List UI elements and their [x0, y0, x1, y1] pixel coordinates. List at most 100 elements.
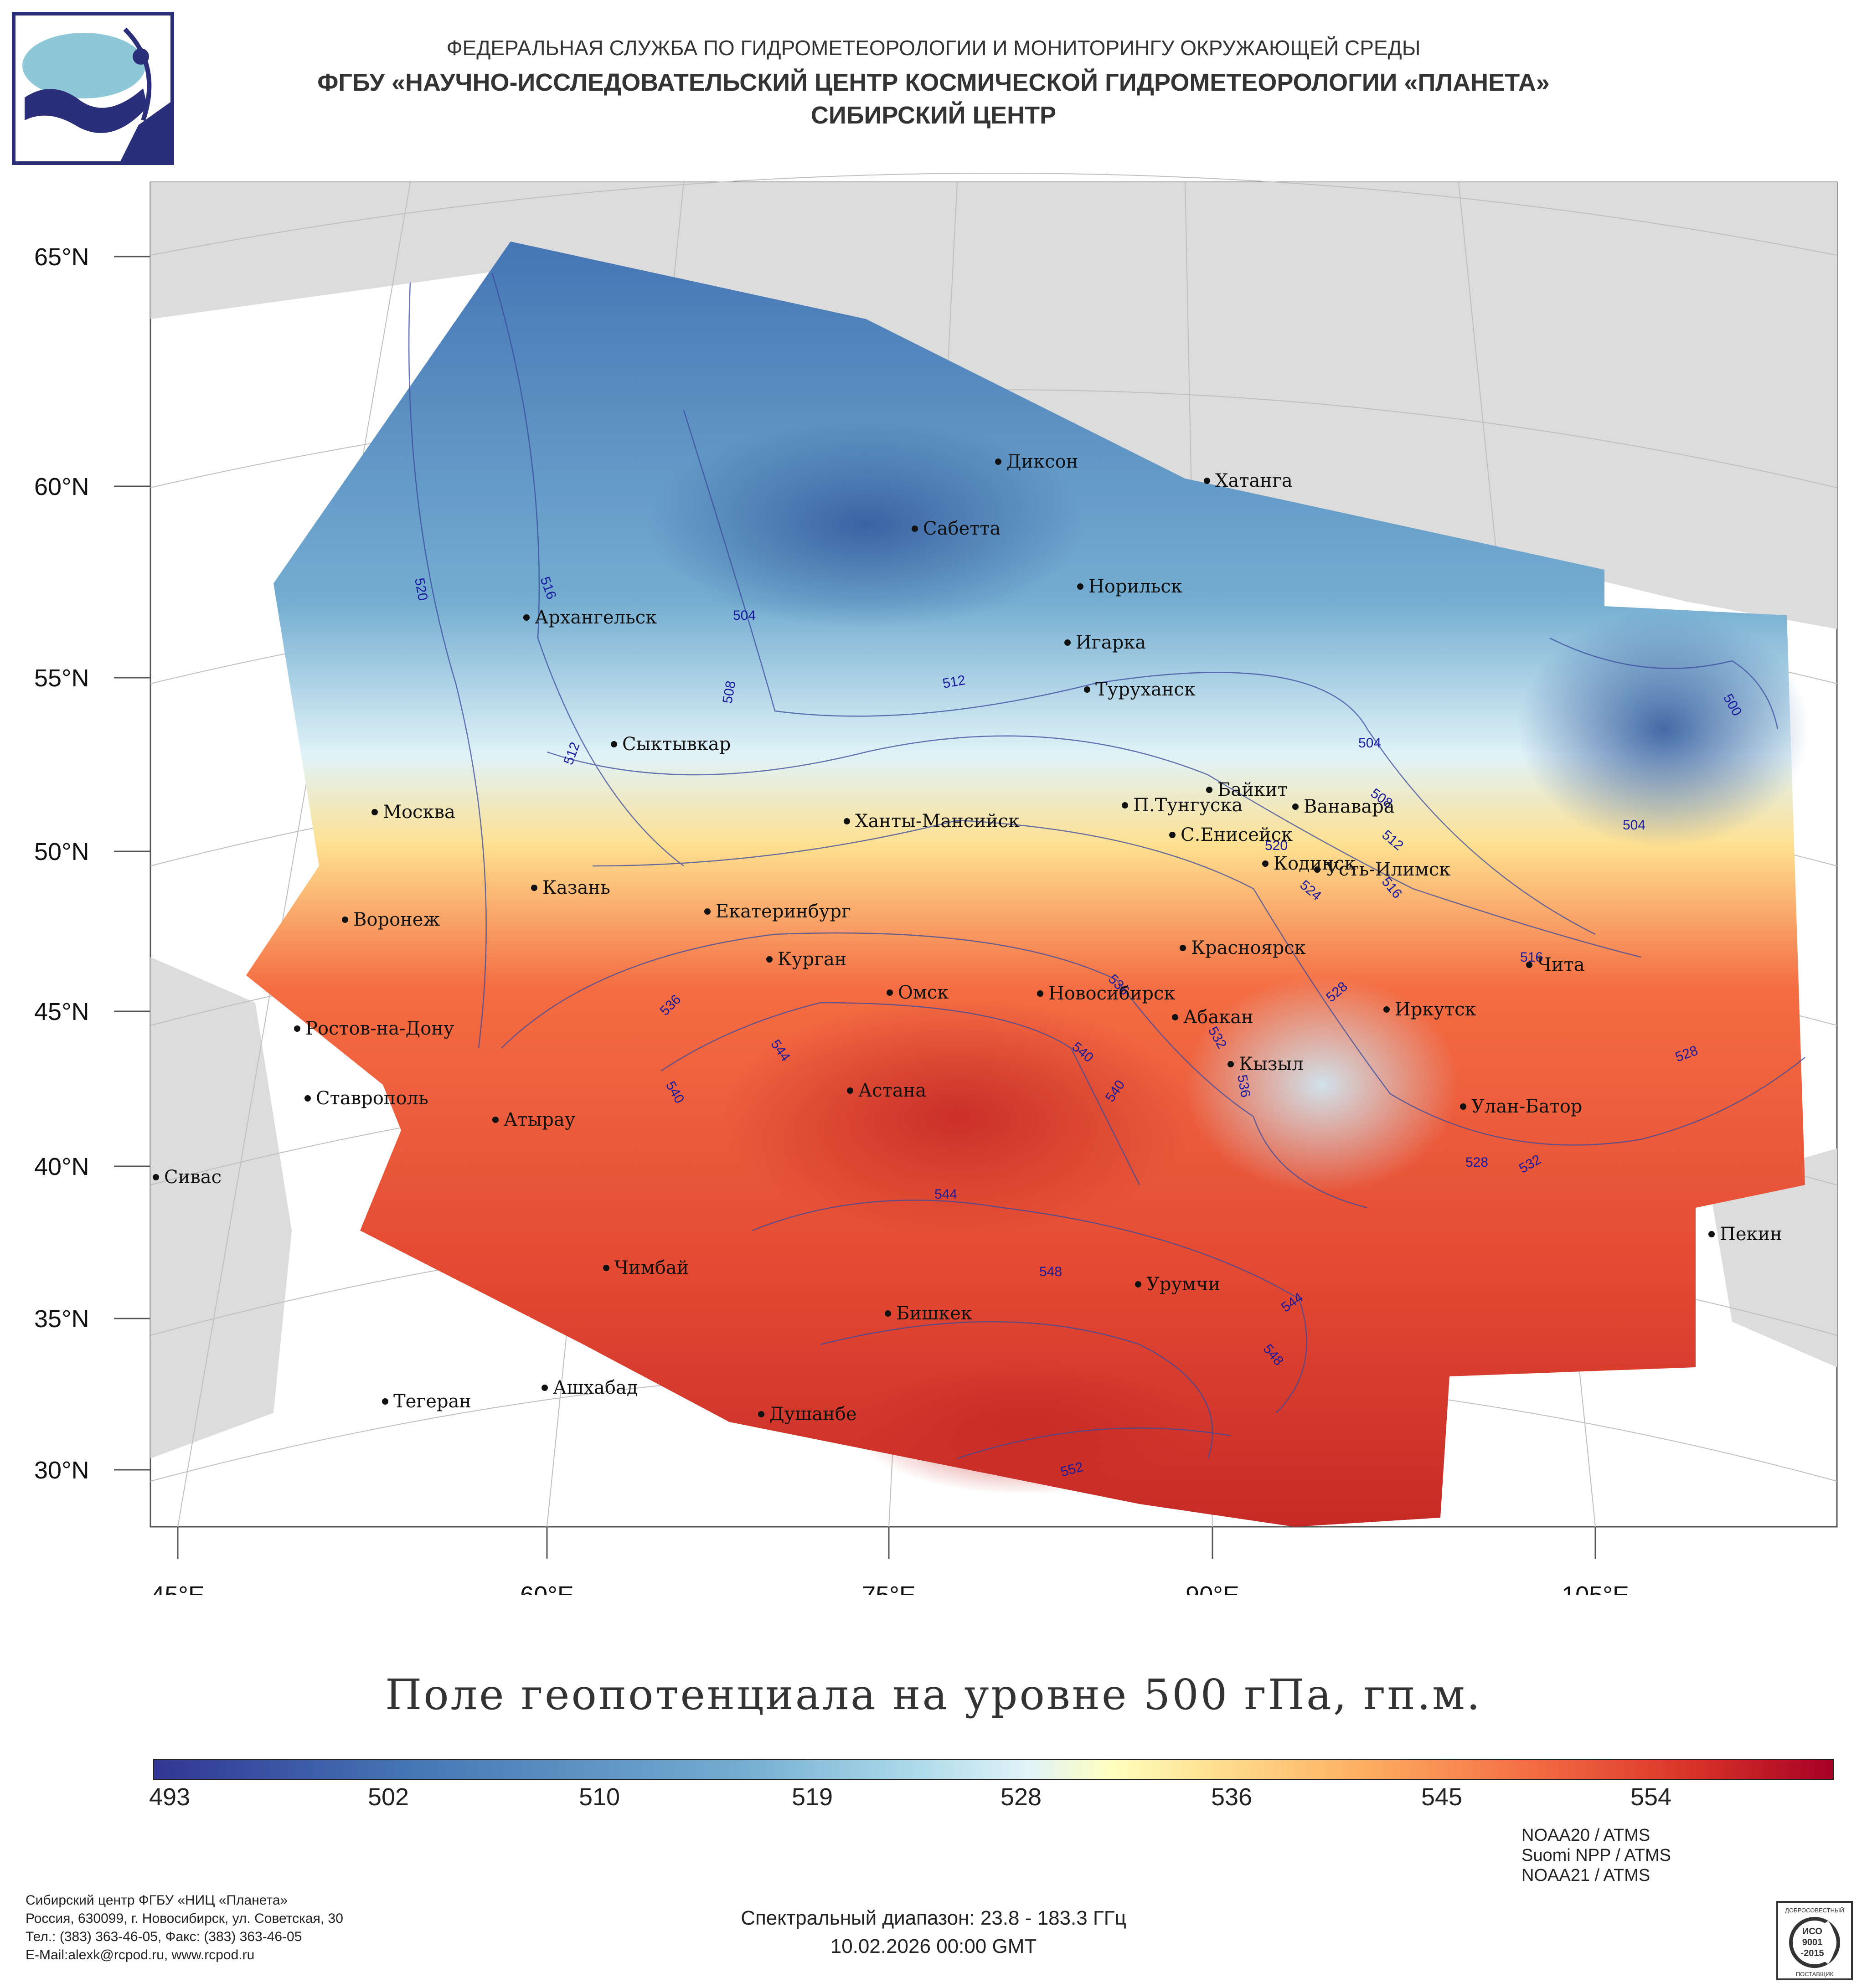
- iso-line3: -2015: [1800, 1948, 1824, 1958]
- city-marker: Пекин: [1708, 1224, 1782, 1245]
- isoline-label: 516: [1520, 950, 1543, 965]
- isoline-label: 548: [1039, 1264, 1062, 1279]
- city-label: Диксон: [1006, 451, 1078, 472]
- lat-label: 40°N: [34, 1153, 89, 1180]
- city-label: Атырау: [504, 1109, 576, 1130]
- iso-line1: ИСО: [1802, 1926, 1822, 1936]
- city-marker: Москва: [371, 802, 455, 823]
- city-label: П.Тунгуска: [1133, 795, 1243, 816]
- city-label: С.Енисейск: [1181, 824, 1293, 845]
- iso-bottom-text: ПОСТАВЩИК: [1796, 1971, 1834, 1978]
- low-center-kara: [647, 419, 1085, 629]
- city-label: Екатеринбург: [716, 901, 851, 922]
- city-marker: Усть-Илимск: [1314, 859, 1450, 880]
- org-email-web: E-Mail:alexk@rcpod.ru, www.rcpod.ru: [26, 1947, 255, 1962]
- product-info: Спектральный диапазон: 23.8 - 183.3 ГГц …: [0, 1904, 1867, 1961]
- city-marker: Чита: [1526, 954, 1585, 975]
- isoline-label: 504: [1623, 818, 1645, 833]
- city-marker: Омск: [887, 982, 949, 1003]
- lat-label: 50°N: [34, 838, 89, 865]
- satellite-item: NOAA21 / ATMS: [1521, 1866, 1650, 1885]
- lat-label: 45°N: [34, 998, 89, 1025]
- city-label: Воронеж: [353, 909, 440, 930]
- city-marker: Туруханск: [1084, 679, 1196, 700]
- geopotential-field: [246, 242, 1805, 1527]
- city-marker: Ханты-Мансийск: [844, 811, 1020, 832]
- city-marker: Норильск: [1077, 576, 1182, 597]
- isoline-label: 520: [1265, 838, 1288, 853]
- planeta-logo: [12, 12, 174, 165]
- city-label: Ашхабад: [553, 1377, 638, 1398]
- header-center: СИБИРСКИЙ ЦЕНТР: [810, 102, 1057, 129]
- geopotential-map: 520 516 504 508 512 512 504 508 512 516 …: [34, 173, 1838, 1595]
- city-marker: Архангельск: [523, 607, 657, 628]
- lon-label: 60°E: [520, 1581, 574, 1595]
- city-label: Казань: [542, 877, 610, 898]
- product-datetime: 10.02.2026 00:00 GMT: [830, 1935, 1037, 1957]
- org-phones: Тел.: (383) 363-46-05, Факс: (383) 363-4…: [26, 1929, 302, 1944]
- lon-label: 75°E: [862, 1581, 916, 1595]
- east-land: [1709, 1149, 1837, 1367]
- city-marker: Ставрополь: [304, 1088, 428, 1109]
- trough-mongolia: [1185, 975, 1459, 1194]
- city-marker: Сивас: [153, 1167, 222, 1188]
- city-marker: Душанбе: [758, 1404, 857, 1425]
- city-marker: Абакан: [1172, 1007, 1253, 1028]
- lat-label: 65°N: [34, 243, 89, 271]
- city-marker: Тегеран: [382, 1391, 471, 1412]
- city-label: Ванавара: [1304, 796, 1395, 817]
- colorbar-tick: 502: [367, 1783, 409, 1811]
- city-label: Архангельск: [535, 607, 657, 628]
- low-center-east: [1518, 611, 1810, 848]
- caspian-area-land: [150, 957, 292, 1458]
- city-marker: Сыктывкар: [611, 734, 731, 755]
- lon-label: 90°E: [1186, 1581, 1239, 1595]
- city-marker: П.Тунгуска: [1122, 795, 1243, 816]
- city-label: Ростов-на-Дону: [305, 1018, 454, 1039]
- high-center-south: [852, 1358, 1199, 1495]
- city-marker: Казань: [531, 877, 610, 898]
- isoline-label: 504: [1358, 736, 1381, 751]
- city-label: Сабетта: [923, 518, 1001, 539]
- city-label: Абакан: [1183, 1007, 1253, 1028]
- city-marker: Новосибирск: [1037, 983, 1175, 1004]
- latitude-labels: 65°N 60°N 55°N 50°N 45°N 40°N 35°N 30°N: [34, 243, 150, 1484]
- lon-label: 105°E: [1562, 1581, 1629, 1595]
- lat-label: 60°N: [34, 473, 89, 500]
- city-label: Курган: [778, 949, 847, 970]
- city-marker: Чимбай: [603, 1257, 689, 1278]
- city-label: Кызыл: [1239, 1054, 1304, 1075]
- iso-line2: 9001: [1802, 1937, 1823, 1947]
- city-label: Хатанга: [1215, 470, 1293, 491]
- iso-certificate-badge: ДОБРОСОВЕСТНЫЙ ИСО 9001 -2015 ПОСТАВЩИК: [1776, 1901, 1853, 1980]
- isoline-label: 544: [934, 1187, 957, 1202]
- colorbar-tick: 493: [149, 1783, 191, 1811]
- city-label: Новосибирск: [1048, 983, 1175, 1004]
- city-marker: С.Енисейск: [1169, 824, 1293, 845]
- isoline-label: 528: [1465, 1155, 1488, 1170]
- city-label: Бишкек: [896, 1303, 972, 1324]
- city-marker: Ростов-на-Дону: [294, 1018, 454, 1039]
- city-marker: Ашхабад: [542, 1377, 638, 1398]
- header-agency: ФЕДЕРАЛЬНАЯ СЛУЖБА ПО ГИДРОМЕТЕОРОЛОГИИ …: [446, 36, 1421, 60]
- lon-label: 45°E: [151, 1581, 205, 1595]
- city-label: Усть-Илимск: [1325, 859, 1450, 880]
- city-marker: Курган: [766, 949, 847, 970]
- lat-label: 35°N: [34, 1305, 89, 1333]
- satellite-list: NOAA20 / ATMS Suomi NPP / ATMS NOAA21 / …: [1521, 1825, 1671, 1885]
- city-label: Игарка: [1076, 632, 1146, 653]
- colorbar-tick: 536: [1211, 1783, 1253, 1811]
- city-label: Омск: [898, 982, 949, 1003]
- city-label: Ставрополь: [316, 1088, 428, 1109]
- city-marker: Кызыл: [1227, 1054, 1304, 1075]
- header-institute: ФГБУ «НАУЧНО-ИССЛЕДОВАТЕЛЬСКИЙ ЦЕНТР КОС…: [317, 69, 1550, 96]
- lat-label: 55°N: [34, 664, 89, 692]
- city-marker: Бишкек: [885, 1303, 972, 1324]
- city-marker: Иркутск: [1383, 999, 1476, 1020]
- city-marker: Астана: [847, 1080, 926, 1101]
- city-marker: Красноярск: [1180, 937, 1306, 958]
- city-label: Чита: [1537, 954, 1585, 975]
- city-label: Москва: [383, 802, 455, 823]
- colorbar: [153, 1759, 1834, 1780]
- city-label: Душанбе: [769, 1404, 857, 1425]
